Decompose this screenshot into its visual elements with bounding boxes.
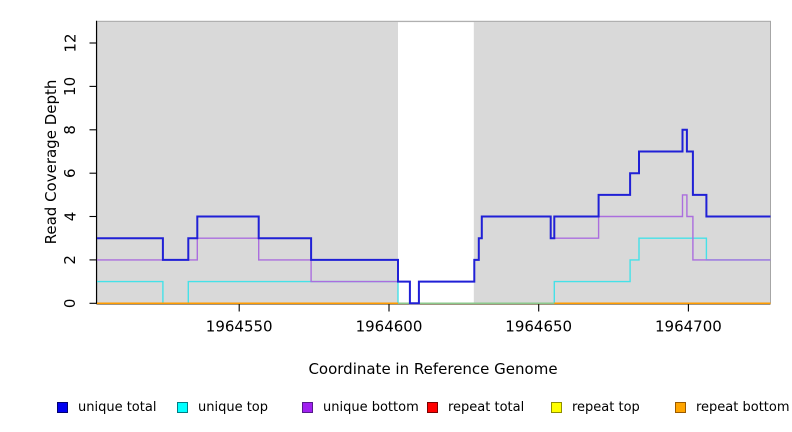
svg-text:4: 4 [61,212,79,222]
svg-text:10: 10 [61,77,79,96]
svg-text:1964700: 1964700 [655,318,722,336]
svg-text:12: 12 [61,33,79,52]
svg-text:1964600: 1964600 [356,318,423,336]
svg-text:1964550: 1964550 [206,318,273,336]
y-axis-title: Read Coverage Depth [42,79,60,245]
svg-text:1964650: 1964650 [505,318,572,336]
svg-text:8: 8 [61,125,79,135]
x-axis-title: Coordinate in Reference Genome [308,360,558,378]
svg-text:6: 6 [61,168,79,178]
svg-text:0: 0 [61,299,79,309]
svg-text:2: 2 [61,255,79,265]
